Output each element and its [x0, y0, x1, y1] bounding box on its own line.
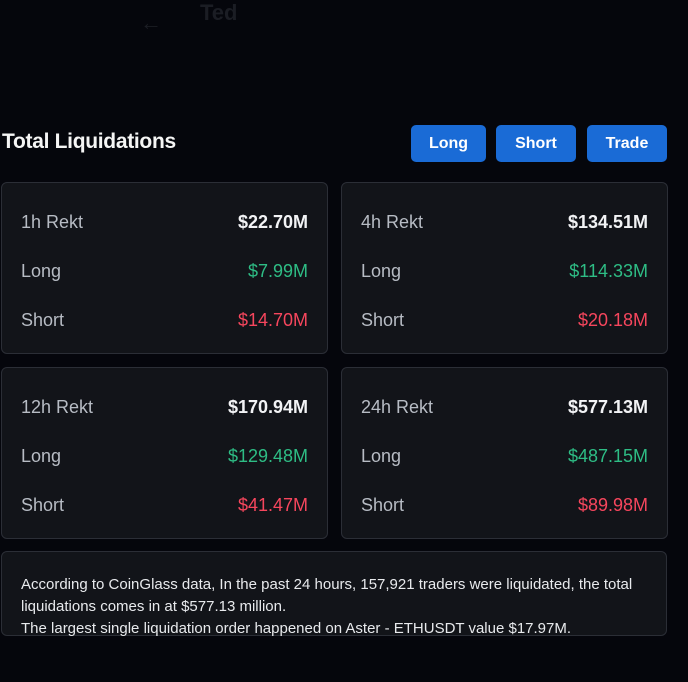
trade-button[interactable]: Trade	[587, 125, 667, 162]
period-label: 4h Rekt	[361, 212, 424, 232]
long-value: $114.33M	[569, 261, 648, 281]
rekt-card: 4h Rekt $134.51M Long $114.33M Short $20.18…	[341, 182, 668, 354]
rekt-card: 24h Rekt $577.13M Long $487.15M Short $89.9…	[341, 367, 668, 539]
long-label: Long	[21, 446, 62, 466]
page-title: Total Liquidations	[2, 130, 176, 153]
long-value: $129.48M	[227, 446, 308, 466]
period-label: 12h Rekt	[21, 397, 94, 417]
rekt-card: 12h Rekt $170.94M Long $129.48M Short $41.4…	[1, 367, 328, 539]
long-label: Long	[361, 446, 402, 466]
short-button[interactable]: Short	[496, 125, 576, 162]
long-value: $487.15M	[567, 446, 648, 466]
arrow-left-icon[interactable]: ←	[140, 10, 162, 35]
period-label: 1h Rekt	[21, 212, 84, 232]
short-value: $20.18M	[577, 310, 648, 330]
short-value: $89.98M	[577, 495, 648, 515]
long-label: Long	[361, 261, 402, 281]
total-value: $134.51M	[567, 212, 648, 232]
total-value: $577.13M	[567, 397, 648, 417]
summary-box: According to CoinGlass data, In the past…	[1, 551, 667, 637]
short-label: Short	[21, 310, 65, 330]
summary-line-1: According to CoinGlass data, In the past…	[21, 576, 633, 615]
total-value: $22.70M	[237, 212, 308, 232]
rekt-card: 1h Rekt $22.70M Long $7.99M Short $14.70M	[1, 182, 328, 354]
long-value: $7.99M	[247, 261, 308, 281]
short-label: Short	[361, 310, 405, 330]
header-name: Ted	[200, 0, 238, 25]
short-value: $41.47M	[237, 495, 308, 515]
summary-line-2: The largest single liquidation order hap…	[21, 620, 572, 637]
long-button[interactable]: Long	[411, 125, 486, 162]
short-value: $14.70M	[237, 310, 308, 330]
period-label: 24h Rekt	[361, 397, 434, 417]
short-label: Short	[21, 495, 65, 515]
long-label: Long	[21, 261, 62, 281]
short-label: Short	[361, 495, 405, 515]
total-value: $170.94M	[227, 397, 308, 417]
